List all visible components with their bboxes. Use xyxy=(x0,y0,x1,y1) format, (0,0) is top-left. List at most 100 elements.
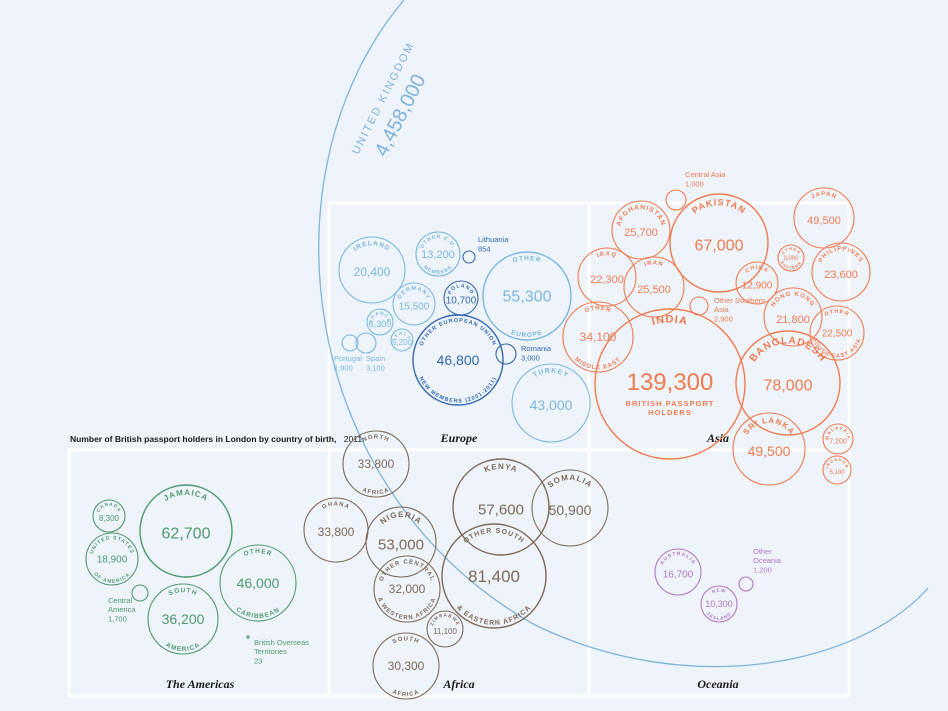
bubble-portugal: Portugal 1,900 xyxy=(334,334,362,373)
bubble-value-hong-kong: 21,800 xyxy=(776,314,810,326)
chart-title-main: Number of British passport holders in Lo… xyxy=(70,434,336,444)
bubble-value-malaysia: 7,200 xyxy=(829,438,847,445)
bubble-circle-north xyxy=(342,430,410,498)
bubble-romania: Romania 3,000 xyxy=(495,343,552,365)
bubble-label-south: SOUTH xyxy=(168,587,199,597)
bubble-label-turkey: TURKEY xyxy=(532,368,570,380)
bubble-label-india: INDIA xyxy=(651,314,690,328)
bubble-value-sri-lanka: 49,500 xyxy=(748,443,791,459)
bubble-label-bottom-other: EASTERN xyxy=(780,260,803,270)
bubble-value-other-e-u: 13,200 xyxy=(421,249,455,261)
bubble-label-south: SOUTH xyxy=(392,636,420,645)
bubble-turkey: 43,000 TURKEY xyxy=(511,363,591,443)
bubble-label-kenya: KENYA xyxy=(483,462,519,474)
bubble-value-north: 33,800 xyxy=(358,457,395,471)
bubble-value-china: 12,900 xyxy=(742,281,773,292)
bubble-label-nigeria: NIGERIA xyxy=(378,510,423,526)
bubble-label-bottom-north: AFRICA xyxy=(361,487,390,496)
bubble-circle-central-america xyxy=(131,584,149,602)
bubble-value-south: 30,300 xyxy=(388,659,425,673)
bubble-circle-other xyxy=(809,305,865,361)
bubble-label-iran: IRAN xyxy=(643,260,664,268)
bubble-label-japan: JAPAN xyxy=(810,191,837,200)
bubble-label-other-european-union: OTHER EUROPEAN UNION xyxy=(419,318,497,347)
bubble-label-bottom-south: AMERICA xyxy=(164,641,201,653)
bubble-label-ireland: IRELAND xyxy=(352,240,391,253)
bubble-circle-other-european-union xyxy=(412,314,504,406)
bubble-value-kenya: 57,600 xyxy=(478,501,524,518)
bubble-label-other-south: OTHER SOUTH xyxy=(462,528,525,545)
bubble-sublabel-india-2: HOLDERS xyxy=(648,408,692,417)
bubble-circle-kenya xyxy=(452,458,550,556)
bubble-label-portugal: Portugal 1,900 xyxy=(334,354,362,373)
bubble-value-turkey: 43,000 xyxy=(530,397,573,413)
bubble-kenya: 57,600 KENYA xyxy=(452,458,550,556)
bubble-label-philippines: PHILIPPINES xyxy=(818,246,864,264)
bubble-label-jamaica: JAMAICA xyxy=(162,488,210,503)
bubble-label-other: OTHER xyxy=(824,309,851,318)
bubble-spain: Spain 3,100 xyxy=(355,332,385,373)
bubble-label-bottom-other-e-u: MEMBERS xyxy=(422,264,454,275)
bubble-value-france: 6,300 xyxy=(369,319,392,329)
region-label-asia: Asia xyxy=(706,431,729,445)
bubble-value-south: 36,200 xyxy=(162,611,205,627)
bubble-label-germany: GERMANY xyxy=(397,286,431,301)
bubble-circle-philippines xyxy=(811,242,871,302)
bubble-china: 12,900 CHINA xyxy=(735,261,779,305)
bubble-circle-singapore xyxy=(822,455,852,485)
bubble-value-ireland: 20,400 xyxy=(354,265,391,279)
bubble-south: 36,200 SOUTH AMERICA xyxy=(147,583,219,655)
bubble-circle-china xyxy=(735,261,779,305)
bubble-circle-other xyxy=(562,301,634,373)
bubble-iraq: 22,300 IRAQ xyxy=(577,247,637,307)
bubble-label-china: CHINA xyxy=(744,265,769,275)
bubble-circle-nigeria xyxy=(365,506,437,578)
bubble-value-iran: 25,500 xyxy=(637,284,671,296)
bubble-circle-romania xyxy=(495,343,517,365)
bubble-circle-portugal xyxy=(341,334,359,352)
bubble-label-north: NORTH xyxy=(362,434,391,443)
bubble-value-other: 22,500 xyxy=(822,329,853,340)
bubble-circle-ireland xyxy=(338,236,406,304)
bubble-other: 46,000 OTHER CARIBBEAN xyxy=(219,544,297,622)
bubble-label-italy: ITALY xyxy=(393,330,412,340)
bubble-label-bottom-united-states: OF AMERICA xyxy=(92,571,132,585)
bubble-value-afghanistan: 25,700 xyxy=(624,227,658,239)
bubble-south: 30,300 SOUTH AFRICA xyxy=(372,632,440,700)
bubble-circle-other xyxy=(482,251,572,341)
bubble-value-united-states: 18,900 xyxy=(97,555,128,566)
bubble-other-oceania: Other Oceania 1,200 xyxy=(738,547,782,592)
bubble-central-america: Central America 1,700 xyxy=(108,584,149,624)
bubble-circle-lithuania xyxy=(462,250,476,264)
region-label-africa: Africa xyxy=(442,677,474,691)
bubble-circle-central-asia xyxy=(665,189,687,211)
bubble-value-singapore: 5,100 xyxy=(829,470,845,476)
bubble-value-zimbabwe: 11,100 xyxy=(433,627,457,636)
bubble-lithuania: Lithuania 854 xyxy=(462,235,509,264)
bubble-label-ghana: GHANA xyxy=(321,501,350,510)
bubble-value-italy: 5,200 xyxy=(392,338,413,347)
bubble-label-other: OTHER xyxy=(584,306,612,315)
bubble-circle-iraq xyxy=(577,247,637,307)
bubble-jamaica: 62,700 JAMAICA xyxy=(139,484,233,578)
bubble-circle-afghanistan xyxy=(611,200,671,260)
bubble-circle-iran xyxy=(623,256,685,318)
region-frames xyxy=(67,201,851,698)
region-label-oceania: Oceania xyxy=(697,677,738,691)
bubble-value-other-south: 81,400 xyxy=(468,567,520,586)
bubble-value-other: 34,100 xyxy=(580,330,617,344)
bubble-other: 55,300 OTHER EUROPE xyxy=(482,251,572,341)
bubble-value-nigeria: 53,000 xyxy=(378,536,424,553)
region-label-americas: The Americas xyxy=(166,677,235,691)
bubble-label-somalia: SOMALIA xyxy=(546,473,595,490)
bubble-label-bottom-south: AFRICA xyxy=(391,689,420,698)
